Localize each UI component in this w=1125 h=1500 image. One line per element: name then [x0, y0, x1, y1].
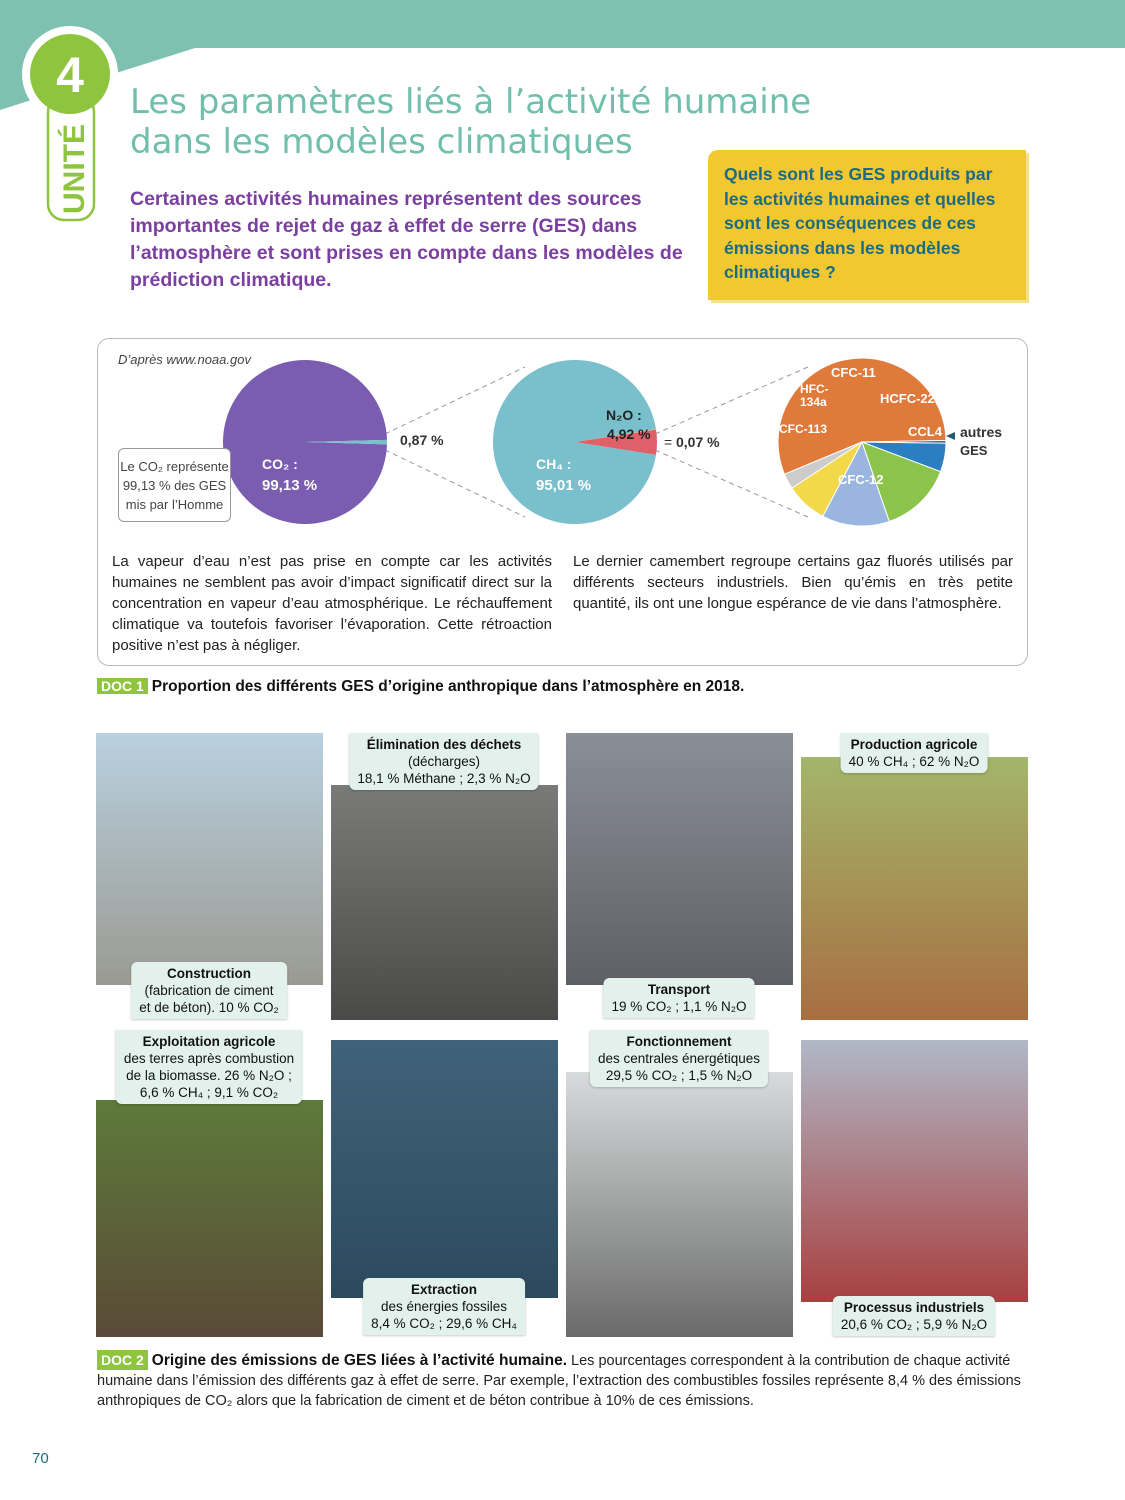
label-line: 8,4 % CO₂ ; 29,6 % CH₄: [371, 1316, 517, 1331]
photo: [331, 785, 558, 1020]
pie-label: HCFC-22: [880, 391, 935, 406]
label-line: 29,5 % CO₂ ; 1,5 % N₂O: [605, 1068, 753, 1083]
pie-label: CFC-11: [831, 365, 876, 380]
pie-label: N₂O :: [606, 407, 642, 423]
label-line: Extraction: [410, 1282, 478, 1297]
photo: [566, 1072, 793, 1337]
photo-label: Extraction des énergies fossiles 8,4 % CO₂…: [363, 1278, 525, 1335]
photo-label: Construction (fabrication de ciment et de …: [131, 962, 287, 1019]
label-line: Processus industriels: [843, 1300, 985, 1315]
pie-label-hfc: HFC-134a: [800, 383, 829, 409]
note-line: Le CO₂ représente: [120, 459, 229, 474]
label-line: (fabrication de ciment: [144, 983, 274, 998]
paragraph-right: Le dernier camembert regroupe certains g…: [573, 553, 1013, 612]
unit-label: UNITÉ: [57, 124, 91, 214]
label-line: des centrales énergétiques: [597, 1051, 761, 1066]
pie-slice: [861, 441, 942, 523]
pie-label: CCL4: [908, 424, 943, 439]
pie-slice: [777, 357, 947, 475]
paragraph-left: La vapeur d’eau n’est pas prise en compt…: [112, 553, 552, 654]
intro-text: Certaines activités humaines représenten…: [130, 188, 683, 291]
label-line: Fonctionnement: [626, 1034, 732, 1049]
title-line: Les paramètres liés à l’activité humaine: [130, 82, 812, 122]
photo-label: Production agricole 40 % CH₄ ; 62 % N₂O: [840, 733, 988, 773]
photo-label: Processus industriels 20,6 % CO₂ ; 5,9 % …: [832, 1296, 996, 1336]
label-line: de la biomasse. 26 % N₂O ;: [126, 1068, 292, 1083]
unit-badge: 4 UNITÉ: [22, 26, 118, 222]
photo-label: Élimination des déchets (décharges) 18,1 %…: [349, 733, 539, 790]
photo: [801, 757, 1028, 1020]
label-line: (décharges): [407, 754, 481, 769]
pie-slice: [861, 440, 947, 444]
pie-label: 0,07 %: [676, 434, 720, 450]
doc1-caption: DOC 1 Proportion des différents GES d’ori…: [97, 678, 744, 696]
photo: [801, 1040, 1028, 1302]
label-line: Production agricole: [850, 737, 978, 752]
label-line: des énergies fossiles: [380, 1299, 508, 1314]
pie-slice: [492, 360, 656, 525]
pie-slice: [575, 429, 657, 442]
doc2-caption: DOC 2 Origine des émissions de GES liées …: [97, 1350, 1027, 1411]
label-line: Construction: [166, 966, 251, 981]
label-line: 40 % CH₄ ; 62 % N₂O: [848, 754, 980, 769]
doc1-frame: [97, 338, 1028, 666]
label-line: et de béton). 10 % CO₂: [139, 1000, 279, 1015]
connector-line: [384, 449, 526, 518]
title-line: dans les modèles climatiques: [130, 122, 633, 162]
label-line: 20,6 % CO₂ ; 5,9 % N₂O: [840, 1317, 988, 1332]
note-line: 99,13 % des GES: [122, 478, 227, 493]
photo-label: Transport 19 % CO₂ ; 1,1 % N₂O: [603, 978, 755, 1018]
photo: [96, 1100, 323, 1337]
question-box: Quels sont les GES produits par les acti…: [708, 150, 1026, 300]
source-note: D’après www.noaa.gov: [118, 352, 251, 367]
label-line: des terres après combustion: [123, 1051, 295, 1066]
pie-label: CFC-12: [838, 472, 884, 487]
connector-line: [654, 449, 809, 518]
caption-bold: Origine des émissions de GES liées à l’a…: [151, 1352, 568, 1369]
pie-label: HFC-134a: [800, 383, 829, 409]
label-line: 6,6 % CH₄ ; 9,1 % CO₂: [139, 1085, 279, 1100]
arrow-icon: [946, 432, 955, 440]
connector-line: [654, 366, 809, 435]
label-line: 18,1 % Méthane ; 2,3 % N₂O: [357, 771, 531, 786]
photo: [96, 733, 323, 985]
caption-text: Les pourcentages correspondent à la cont…: [97, 1353, 1021, 1409]
equals-sign: =: [664, 434, 672, 450]
label-line: Élimination des déchets: [366, 737, 522, 752]
label-line: 19 % CO₂ ; 1,1 % N₂O: [611, 999, 747, 1014]
pie-slice: [575, 429, 657, 455]
page-title: Les paramètres liés à l’activité humaine…: [130, 82, 811, 162]
note-line: mis par l’Homme: [125, 497, 224, 512]
co2-note: Le CO₂ représente 99,13 % des GES mis par …: [118, 448, 231, 522]
pie-label: 4,92 %: [607, 426, 651, 442]
header-band: [0, 0, 1125, 110]
pie-label: GES: [960, 443, 988, 458]
pie-label: autres: [960, 424, 1002, 440]
page-number: 70: [32, 1450, 49, 1467]
label-line: Transport: [647, 982, 711, 997]
pie-label: 99,13 %: [262, 477, 317, 494]
pie-label: CFC-113: [779, 422, 827, 436]
pie-label: 95,01 %: [536, 477, 591, 494]
pie-label: 0,87 %: [400, 432, 444, 448]
photo-label: Exploitation agricole des terres après co…: [115, 1030, 303, 1104]
unit-number: 4: [56, 47, 84, 103]
pie-label: CH₄ :: [536, 456, 571, 472]
doc1-tag: DOC 1: [97, 678, 148, 694]
photo: [566, 733, 793, 985]
pie-slice: [822, 440, 890, 527]
photo-label: Fonctionnement des centrales énergétiques…: [589, 1030, 769, 1087]
pie-slice: [222, 360, 387, 524]
pie-label: CO₂ :: [262, 456, 298, 472]
pie-charts: CO₂ : 99,13 % 0,87 % CH₄ : 95,01 % N₂O : 4,92 …: [222, 357, 1002, 527]
pie-slice: [305, 439, 387, 445]
photo: [331, 1040, 558, 1298]
connector-line: [384, 366, 526, 435]
label-line: Exploitation agricole: [142, 1034, 276, 1049]
doc2-tag: DOC 2: [97, 1350, 148, 1370]
caption-text: Proportion des différents GES d’origine …: [151, 678, 745, 695]
